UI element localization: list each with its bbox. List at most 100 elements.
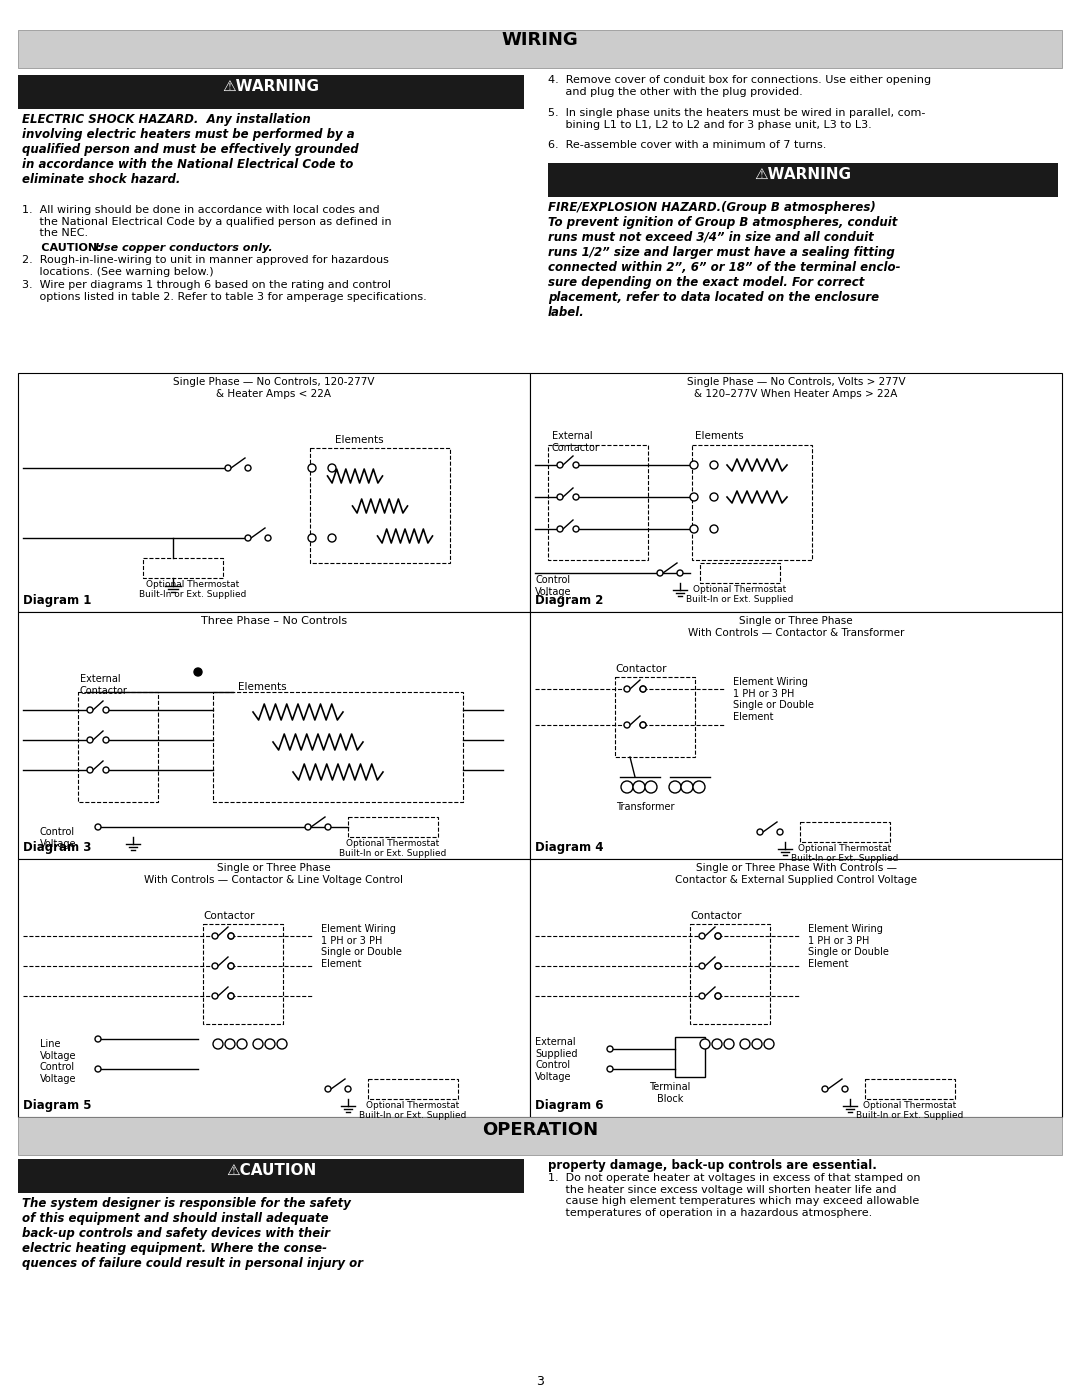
Circle shape [212,933,218,939]
Text: Three Phase – No Controls: Three Phase – No Controls [201,616,347,626]
Text: The system designer is responsible for the safety
of this equipment and should i: The system designer is responsible for t… [22,1197,363,1270]
Bar [18,1118,1062,1155]
Bar [78,692,158,802]
Circle shape [328,534,336,542]
Circle shape [95,1037,102,1042]
Text: Diagram 2: Diagram 2 [535,594,604,608]
Bar [692,446,812,560]
Circle shape [621,781,633,793]
Circle shape [699,993,705,999]
Circle shape [228,993,234,999]
Text: External
Supplied
Control
Voltage: External Supplied Control Voltage [535,1037,578,1081]
Text: Elements: Elements [238,682,286,692]
Circle shape [308,464,316,472]
Circle shape [557,495,563,500]
Circle shape [573,527,579,532]
Text: Elements: Elements [696,432,744,441]
Circle shape [699,963,705,970]
Circle shape [700,1039,710,1049]
Text: Diagram 3: Diagram 3 [23,841,92,854]
Circle shape [213,1039,222,1049]
Circle shape [693,781,705,793]
Circle shape [657,570,663,576]
Text: Diagram 4: Diagram 4 [535,841,604,854]
Circle shape [265,535,271,541]
Circle shape [681,781,693,793]
Circle shape [764,1039,774,1049]
Circle shape [557,527,563,532]
Text: Single or Three Phase With Controls —
Contactor & External Supplied Control Volt: Single or Three Phase With Controls — Co… [675,863,917,884]
Circle shape [325,1085,330,1092]
Circle shape [228,963,234,970]
Circle shape [645,781,657,793]
Bar [18,612,530,859]
Circle shape [245,465,251,471]
Circle shape [715,963,721,970]
Circle shape [777,828,783,835]
Bar [615,678,696,757]
Text: Elements: Elements [335,434,383,446]
Bar [800,821,890,842]
Text: Optional Thermostat
Built-In or Ext. Supplied: Optional Thermostat Built-In or Ext. Sup… [139,580,246,599]
Circle shape [690,493,698,502]
Text: Single Phase — No Controls, 120-277V
& Heater Amps < 22A: Single Phase — No Controls, 120-277V & H… [173,377,375,398]
Circle shape [103,767,109,773]
Text: 3.  Wire per diagrams 1 through 6 based on the rating and control
     options l: 3. Wire per diagrams 1 through 6 based o… [22,279,427,302]
Circle shape [245,535,251,541]
Text: Single or Three Phase
With Controls — Contactor & Transformer: Single or Three Phase With Controls — Co… [688,616,904,637]
Text: Optional Thermostat
Built-In or Ext. Supplied: Optional Thermostat Built-In or Ext. Sup… [339,840,447,858]
Text: Optional Thermostat
Built-In or Ext. Supplied: Optional Thermostat Built-In or Ext. Sup… [792,844,899,863]
Text: Contactor: Contactor [690,911,742,921]
Circle shape [640,722,646,728]
Bar [700,563,780,583]
Circle shape [710,461,718,469]
Bar [143,557,222,578]
Circle shape [715,993,721,999]
Text: Contactor: Contactor [203,911,255,921]
Circle shape [699,933,705,939]
Bar [18,29,1062,68]
Circle shape [640,722,646,728]
Text: Optional Thermostat
Built-In or Ext. Supplied: Optional Thermostat Built-In or Ext. Sup… [856,1101,963,1120]
Text: Single or Three Phase
With Controls — Contactor & Line Voltage Control: Single or Three Phase With Controls — Co… [145,863,404,884]
Circle shape [345,1085,351,1092]
Bar [348,817,438,837]
Circle shape [677,570,683,576]
Circle shape [640,686,646,692]
Bar [548,446,648,560]
Circle shape [712,1039,723,1049]
Text: ELECTRIC SHOCK HAZARD.  Any installation
involving electric heaters must be perf: ELECTRIC SHOCK HAZARD. Any installation … [22,113,359,186]
Circle shape [265,1039,275,1049]
Text: Diagram 1: Diagram 1 [23,594,92,608]
Circle shape [305,824,311,830]
Circle shape [715,963,721,970]
Bar [203,923,283,1024]
Circle shape [237,1039,247,1049]
Circle shape [194,668,202,676]
Circle shape [328,464,336,472]
Circle shape [325,824,330,830]
Circle shape [557,462,563,468]
Circle shape [95,1066,102,1071]
Circle shape [842,1085,848,1092]
Circle shape [95,824,102,830]
Text: Optional Thermostat
Built-In or Ext. Supplied: Optional Thermostat Built-In or Ext. Sup… [686,585,794,605]
Text: Transformer: Transformer [616,802,674,812]
Circle shape [715,993,721,999]
Circle shape [228,933,234,939]
Circle shape [710,525,718,534]
Text: OPERATION: OPERATION [482,1120,598,1139]
Text: ⚠WARNING: ⚠WARNING [755,168,851,182]
Circle shape [607,1066,613,1071]
Text: Use copper conductors only.: Use copper conductors only. [95,243,272,253]
Circle shape [640,686,646,692]
Bar [690,923,770,1024]
Text: Element Wiring
1 PH or 3 PH
Single or Double
Element: Element Wiring 1 PH or 3 PH Single or Do… [808,923,889,968]
Text: Element Wiring
1 PH or 3 PH
Single or Double
Element: Element Wiring 1 PH or 3 PH Single or Do… [733,678,814,722]
Text: Terminal
Block: Terminal Block [649,1083,691,1104]
Text: Diagram 6: Diagram 6 [535,1099,604,1112]
Bar [18,75,524,109]
Text: 3: 3 [536,1375,544,1389]
Circle shape [225,1039,235,1049]
Circle shape [822,1085,828,1092]
